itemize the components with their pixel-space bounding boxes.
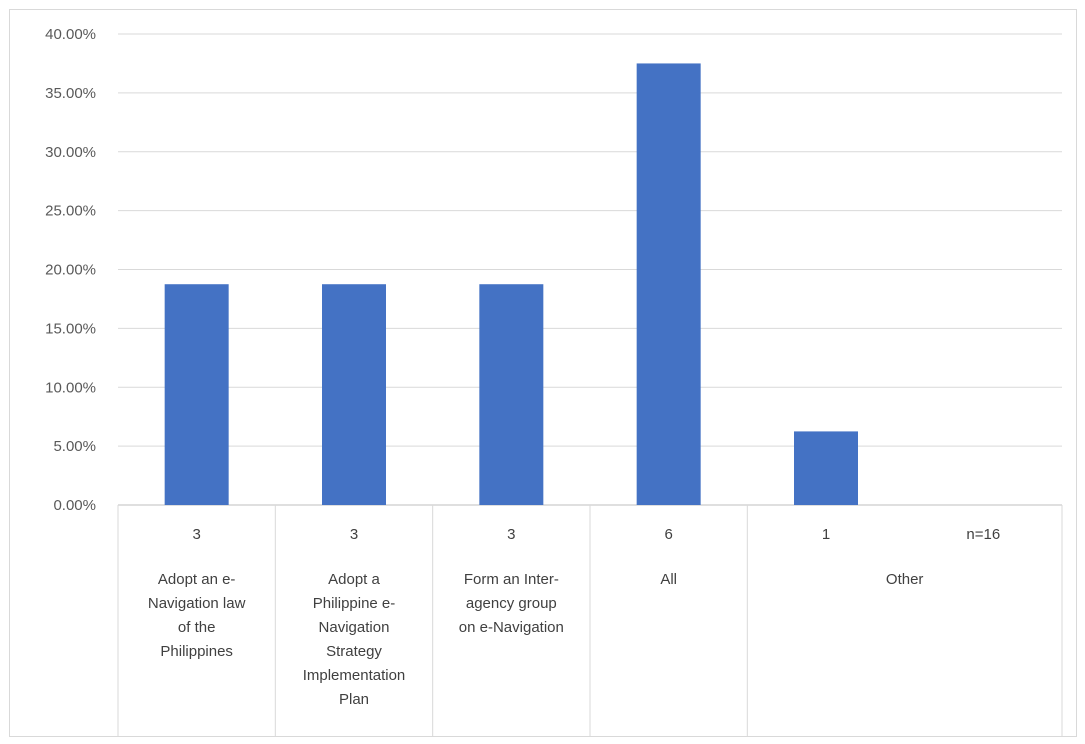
y-tick-label: 15.00% [45, 320, 96, 337]
bar [164, 284, 229, 505]
count-label: 1 [822, 526, 830, 543]
bar [636, 63, 701, 505]
category-label-line: Form an Inter- [464, 571, 559, 588]
y-axis-tick-labels: 0.00% 5.00% 10.00% 15.00% 20.00% 25.00% 30.00%… [45, 26, 96, 514]
category-label-line: Adopt a [328, 571, 380, 588]
category-label-line: Implementation [303, 667, 406, 684]
gridlines [118, 33, 1062, 506]
category-label-line: All [660, 571, 677, 588]
category-axis-table [117, 505, 1063, 737]
bar [794, 431, 858, 505]
y-tick-label: 40.00% [45, 26, 96, 43]
category-axis-labels: 3 3 3 6 1 Adopt an e- Navigation law of the Phil… [148, 526, 1000, 708]
category-label-line: Adopt an e- [158, 571, 236, 588]
y-tick-label: 5.00% [53, 438, 96, 455]
category-label-line: Other [886, 571, 924, 588]
category-label-line: agency group [466, 595, 557, 612]
y-tick-label: 10.00% [45, 379, 96, 396]
y-tick-label: 30.00% [45, 144, 96, 161]
category-label-line: Plan [339, 691, 369, 708]
sample-size-note: n=16 [966, 526, 1000, 543]
category-label-line: Philippines [160, 643, 233, 660]
count-label: 3 [350, 526, 358, 543]
y-tick-label: 20.00% [45, 262, 96, 279]
category-label-line: on e-Navigation [459, 619, 564, 636]
y-tick-label: 0.00% [53, 497, 96, 514]
y-tick-label: 25.00% [45, 203, 96, 220]
bars [164, 63, 858, 505]
y-tick-label: 35.00% [45, 85, 96, 102]
category-label-line: Navigation [319, 619, 390, 636]
category-label-line: Navigation law [148, 595, 246, 612]
category-label-line: Philippine e- [313, 595, 396, 612]
bar [322, 284, 386, 505]
category-label-line: of the [178, 619, 216, 636]
count-label: 3 [192, 526, 200, 543]
bar [479, 284, 544, 505]
count-label: 6 [664, 526, 672, 543]
count-label: 3 [507, 526, 515, 543]
category-label-line: Strategy [326, 643, 382, 660]
